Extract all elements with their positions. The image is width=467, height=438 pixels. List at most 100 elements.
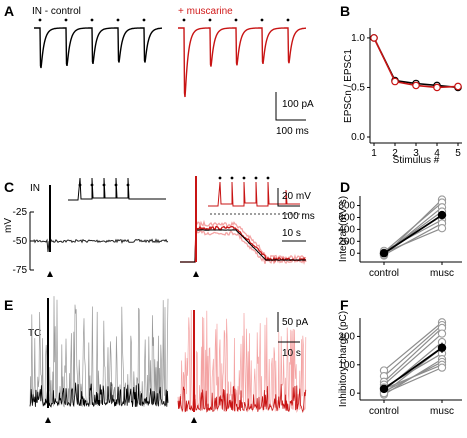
panel-a-scale-time: 100 ms — [276, 126, 309, 137]
y-axis-label: Integral (mV·s) — [338, 196, 349, 262]
control-current-light-line — [29, 296, 169, 408]
stim-marker-triangle — [191, 417, 197, 423]
panel-c-muscarine-inset-trace — [208, 176, 306, 215]
panel-e-scale-bar: 50 pA 10 s — [277, 312, 308, 359]
panel-c-ytick: -75 — [13, 265, 28, 276]
mean-point — [437, 210, 447, 220]
stimulus-dot — [242, 176, 246, 180]
stimulus-dot — [266, 176, 270, 180]
pair-line — [383, 321, 443, 371]
y-tick-label: 200 — [338, 331, 355, 342]
pair-line — [383, 324, 443, 377]
y-tick-label: 100 — [338, 360, 355, 371]
y-tick-label: 0 — [349, 248, 355, 259]
panel-a-scale-bar: 100 pA 100 ms — [275, 92, 314, 137]
y-tick-label: 0.5 — [351, 82, 365, 93]
stim-marker-triangle — [47, 271, 53, 277]
pair-line — [383, 367, 443, 394]
panel-e-muscarine-current-trace — [177, 309, 307, 423]
x-tick-label: 3 — [413, 148, 419, 159]
musc-voltage-light-line — [180, 229, 307, 265]
data-point — [391, 77, 399, 86]
panel-a-control-epsc-trace — [34, 18, 162, 69]
panel-e-cell-label: TC — [28, 328, 41, 339]
y-axis-label: Inhibitory charge (pC) — [338, 311, 349, 407]
panel-e-letter: E — [4, 297, 13, 313]
stimulus-dot — [234, 18, 238, 22]
x-tick-label: control — [369, 268, 399, 279]
data-point — [433, 83, 441, 92]
panel-e-scale-time: 10 s — [282, 348, 301, 359]
panel-b-chart: 1 2 3 4 5 0.0 0.5 1.0 Stimulus # EPSCn / EPSC1 — [343, 28, 462, 166]
x-axis-label: Stimulus # — [393, 155, 440, 166]
x-tick-label: control — [369, 406, 399, 417]
y-tick-label: 200 — [338, 236, 355, 247]
mean-line — [383, 347, 443, 390]
stimulus-dot — [182, 18, 186, 22]
panel-c-cell-label: IN — [30, 183, 40, 194]
panel-c-voltage-axis: -25 -50 -75 mV — [3, 207, 34, 276]
panel-c-ytick: -50 — [13, 236, 28, 247]
data-point — [370, 34, 378, 42]
x-tick-label: 4 — [434, 148, 440, 159]
stimulus-dot — [102, 183, 106, 187]
panel-c-muscarine-voltage-trace — [180, 176, 307, 277]
stimulus-dot — [90, 183, 94, 187]
muscarine-epsc-line — [178, 27, 306, 98]
stimulus-dot — [78, 183, 82, 187]
panel-c-scale-time: 10 s — [282, 228, 301, 239]
control-voltage-line — [33, 238, 169, 253]
control-current-line — [29, 382, 169, 408]
musc-point — [437, 329, 447, 338]
stimulus-dot — [230, 176, 234, 180]
y-tick-label: 1.0 — [351, 33, 365, 44]
stimulus-dot — [64, 18, 68, 22]
mean-line — [383, 214, 443, 254]
musc-point — [437, 363, 447, 372]
panel-c-control-inset-trace — [68, 177, 166, 201]
y-tick-label: 0 — [349, 388, 355, 399]
panel-c-inset-scale-bar: 20 mV 100 ms — [277, 188, 315, 222]
panel-f-letter: F — [340, 297, 349, 313]
stimulus-dot — [286, 18, 290, 22]
musc-voltage-mean-line — [180, 229, 306, 263]
stimulus-dot — [260, 18, 264, 22]
panel-d-letter: D — [340, 179, 350, 195]
panel-a-muscarine-epsc-trace — [178, 18, 306, 98]
y-tick-label: 0.0 — [351, 132, 365, 143]
mean-point — [379, 384, 389, 394]
musc-current-light-line — [177, 309, 307, 414]
stimulus-dot — [114, 183, 118, 187]
stim-marker-triangle — [45, 417, 51, 423]
panel-e-control-current-trace — [29, 296, 169, 423]
panel-a-control-label: IN - control — [32, 6, 81, 17]
panel-c-letter: C — [4, 179, 14, 195]
stimulus-dot — [126, 183, 130, 187]
panel-c-control-voltage-trace — [33, 185, 169, 277]
musc-inset-line — [208, 181, 300, 207]
panel-c-inset-scale-mv: 20 mV — [282, 191, 311, 202]
stimulus-dot — [116, 18, 120, 22]
panel-a-scale-amp: 100 pA — [282, 99, 314, 110]
y-tick-label: 600 — [338, 212, 355, 223]
y-tick-label: 400 — [338, 224, 355, 235]
panel-c-ylabel: mV — [3, 218, 14, 233]
y-axis-label: EPSCn / EPSC1 — [343, 49, 354, 123]
y-tick-label: 800 — [338, 201, 355, 212]
pair-line — [383, 202, 443, 253]
stimulus-dot — [254, 176, 258, 180]
stimulus-dot — [38, 18, 42, 22]
panel-b-letter: B — [340, 3, 350, 19]
data-point — [454, 82, 462, 91]
musc-current-line — [177, 384, 307, 414]
pair-line — [383, 219, 443, 252]
stimulus-dot — [208, 18, 212, 22]
pair-line — [383, 222, 443, 256]
x-tick-label: 2 — [392, 148, 398, 159]
mean-point — [437, 343, 447, 352]
control-epsc-line — [34, 27, 162, 69]
mean-point — [379, 249, 389, 258]
data-point — [412, 81, 420, 90]
